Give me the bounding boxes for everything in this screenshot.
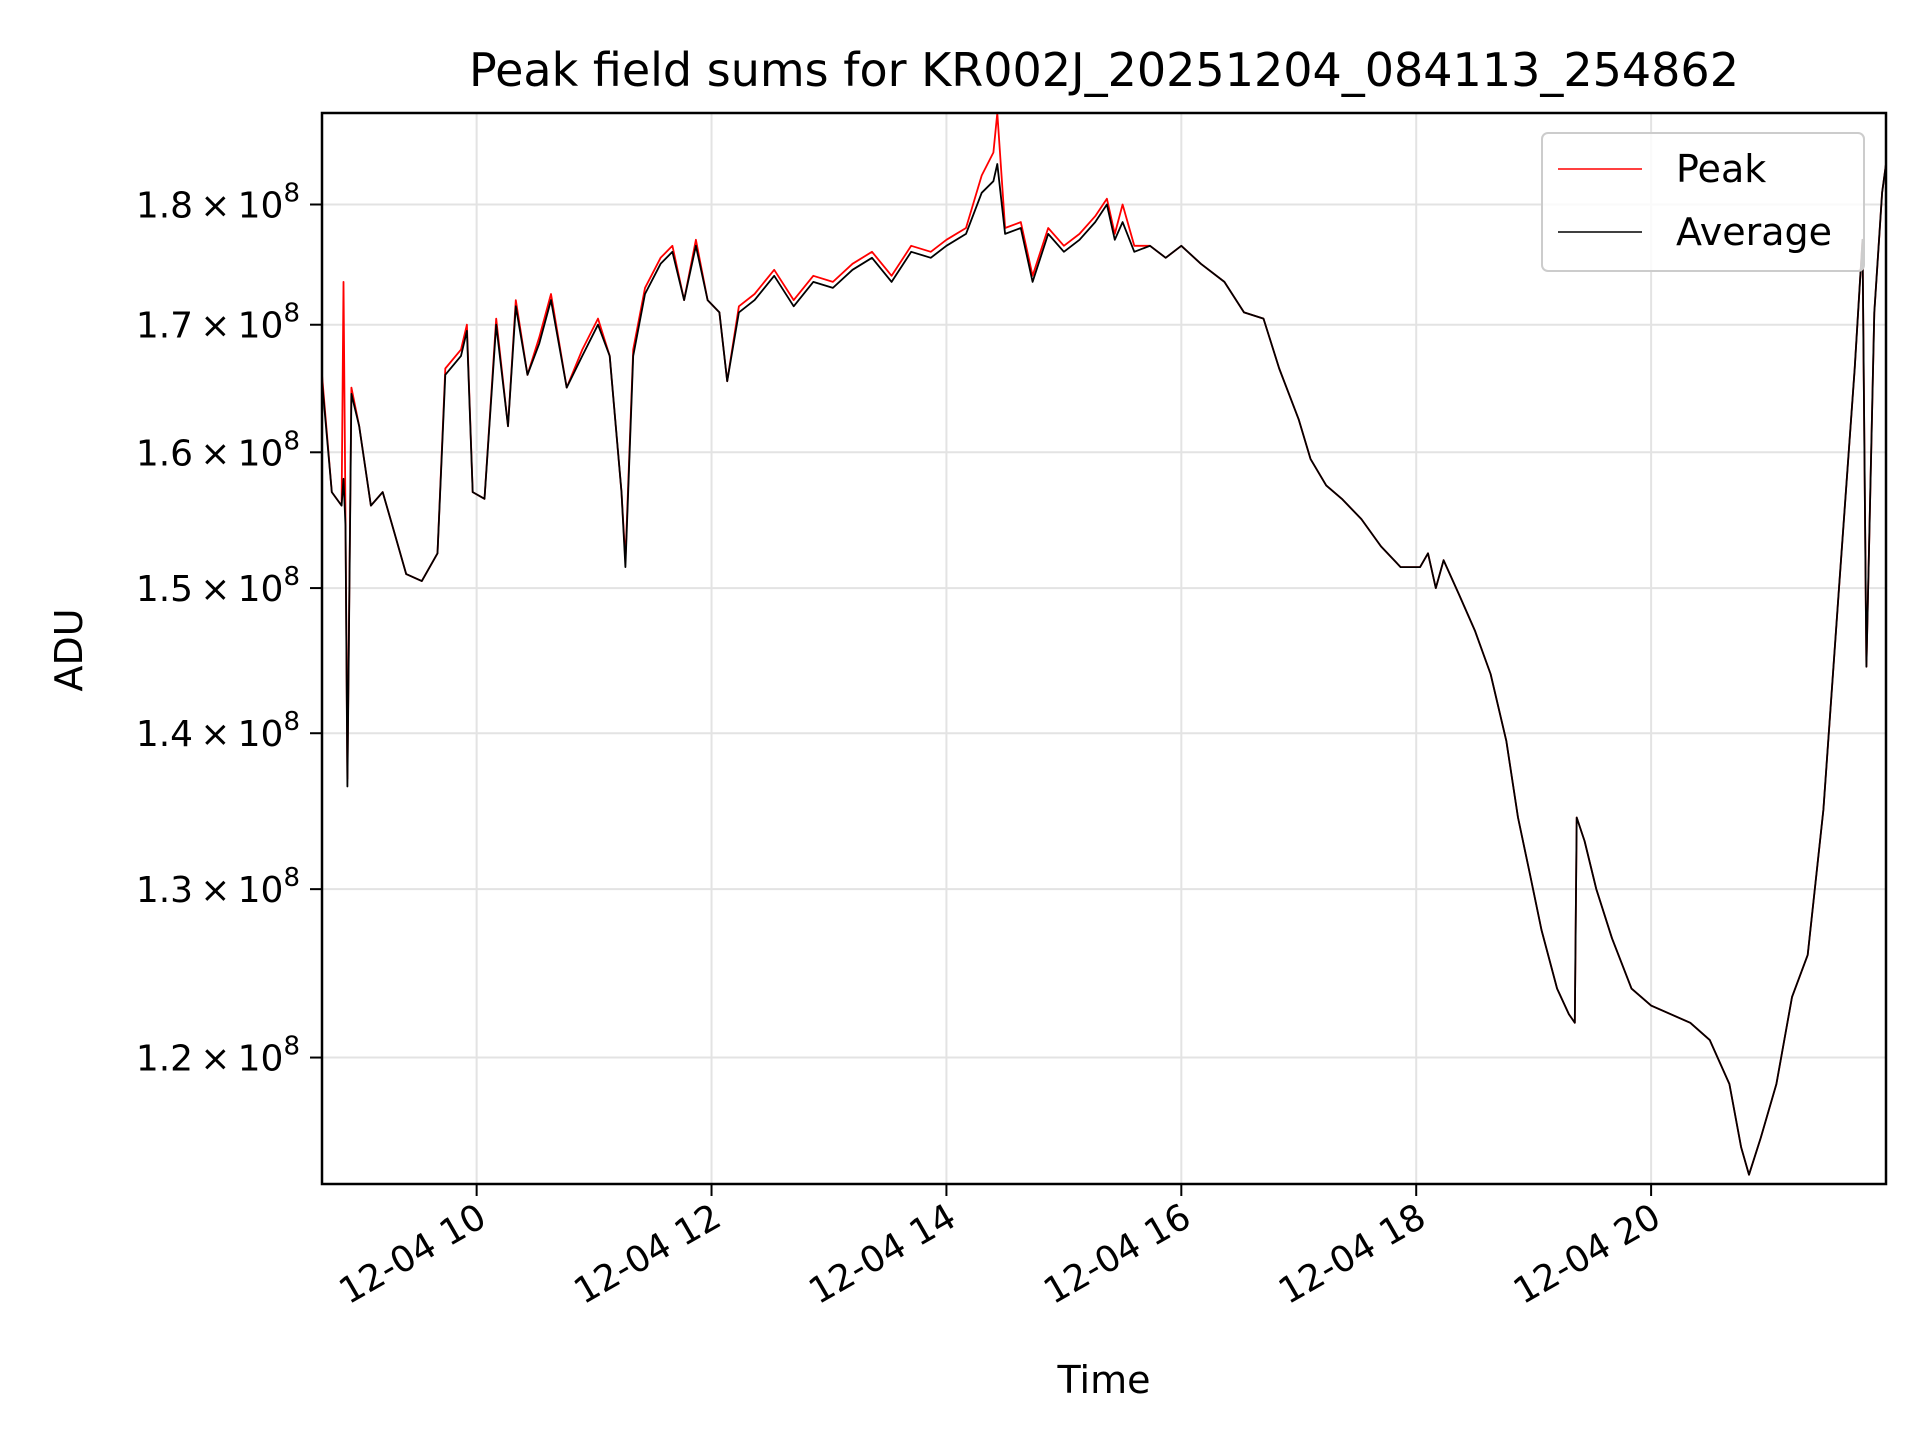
legend-box — [1541, 132, 1865, 272]
series-line-average — [321, 163, 1887, 1176]
y-tick-label: 1.6 × 108 — [136, 426, 300, 474]
grid — [322, 113, 1886, 1184]
y-tick-times-sign: × 10 — [193, 714, 283, 755]
y-tick-label: 1.8 × 108 — [136, 178, 300, 226]
y-tick-label: 1.2 × 108 — [136, 1032, 300, 1080]
y-tick-times-sign: × 10 — [193, 306, 283, 347]
y-tick-mantissa: 1.5 — [136, 569, 193, 610]
legend-label-average: Average — [1676, 210, 1832, 254]
legend-label-peak: Peak — [1676, 147, 1766, 191]
y-tick-mantissa: 1.4 — [136, 714, 193, 755]
y-axis-title: ADU — [47, 608, 91, 691]
y-tick-exponent: 8 — [283, 1032, 300, 1062]
y-tick-exponent: 8 — [283, 426, 300, 456]
y-tick-exponent: 8 — [283, 707, 300, 737]
y-tick-exponent: 8 — [283, 562, 300, 592]
y-tick-times-sign: × 10 — [193, 870, 283, 911]
plot-lines — [321, 112, 1887, 1176]
y-tick-mantissa: 1.3 — [136, 870, 193, 911]
y-tick-mantissa: 1.2 — [136, 1039, 193, 1080]
y-tick-times-sign: × 10 — [193, 185, 283, 226]
y-tick-label: 1.7 × 108 — [136, 299, 300, 347]
y-tick-times-sign: × 10 — [193, 569, 283, 610]
y-tick-label: 1.4 × 108 — [136, 707, 300, 755]
plot-frame — [320, 111, 1888, 1186]
y-tick-mantissa: 1.6 — [136, 433, 193, 474]
y-tick-exponent: 8 — [283, 299, 300, 329]
y-tick-times-sign: × 10 — [193, 1039, 283, 1080]
x-axis-title: Time — [1057, 1358, 1151, 1402]
legend: Peak Average — [1541, 132, 1865, 272]
y-tick-label: 1.3 × 108 — [136, 863, 300, 911]
y-tick-label: 1.5 × 108 — [136, 562, 300, 610]
y-tick-mantissa: 1.7 — [136, 306, 193, 347]
y-tick-exponent: 8 — [283, 178, 300, 208]
y-tick-mantissa: 1.8 — [136, 185, 193, 226]
chart-title: Peak field sums for KR002J_20251204_0841… — [469, 43, 1739, 97]
y-tick-exponent: 8 — [283, 863, 300, 893]
y-tick-times-sign: × 10 — [193, 433, 283, 474]
